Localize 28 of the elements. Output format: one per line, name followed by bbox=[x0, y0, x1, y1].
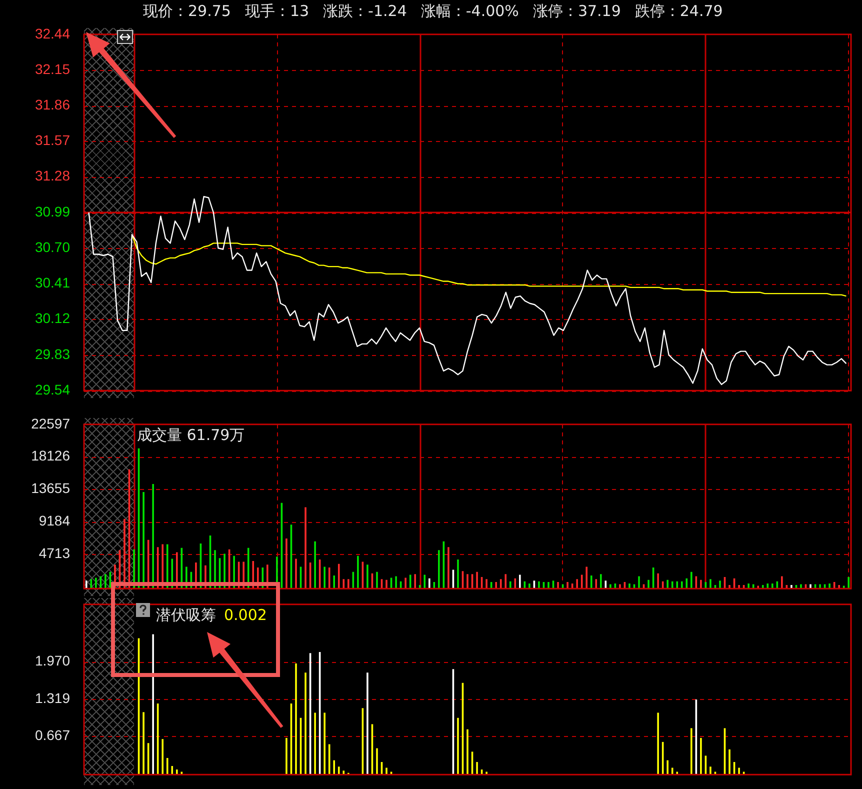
y-tick-label: 31.86 bbox=[34, 96, 70, 112]
y-tick-label: 30.12 bbox=[34, 310, 70, 326]
y-tick-label: 32.15 bbox=[34, 60, 70, 77]
y-tick-label: 29.54 bbox=[34, 381, 70, 398]
text: 涨跌：-1.24 bbox=[323, 2, 407, 21]
y-tick-label: 31.57 bbox=[34, 132, 70, 148]
y-tick-label: 30.41 bbox=[34, 274, 70, 291]
y-tick-label: 0.667 bbox=[34, 727, 70, 744]
y-tick-label: 9184 bbox=[38, 512, 70, 529]
y-tick-label: 30.70 bbox=[34, 238, 70, 255]
chart-title: 成交量 61.79万 bbox=[137, 426, 245, 444]
y-tick-label: 18126 bbox=[31, 448, 70, 464]
chart-title: 潜伏吸筹 bbox=[156, 606, 216, 624]
y-tick-label: 30.99 bbox=[34, 203, 70, 220]
text: 现价：29.75 bbox=[143, 2, 231, 21]
y-tick-label: 32.44 bbox=[34, 25, 70, 42]
text: 跌停：24.79 bbox=[634, 2, 723, 21]
y-tick-label: 29.83 bbox=[34, 346, 70, 362]
y-tick-label: 31.28 bbox=[34, 168, 70, 184]
y-tick-label: 4713 bbox=[38, 545, 70, 562]
y-tick-label: 22597 bbox=[31, 415, 70, 432]
y-tick-label: 1.319 bbox=[34, 690, 70, 706]
text: 涨停：37.19 bbox=[532, 2, 621, 21]
text: 现手：13 bbox=[244, 2, 310, 21]
annotation: 0.002 bbox=[224, 606, 267, 624]
y-tick-label: 1.970 bbox=[34, 652, 70, 669]
text: 涨幅：-4.00% bbox=[420, 2, 519, 21]
y-tick-label: 13655 bbox=[31, 480, 70, 496]
